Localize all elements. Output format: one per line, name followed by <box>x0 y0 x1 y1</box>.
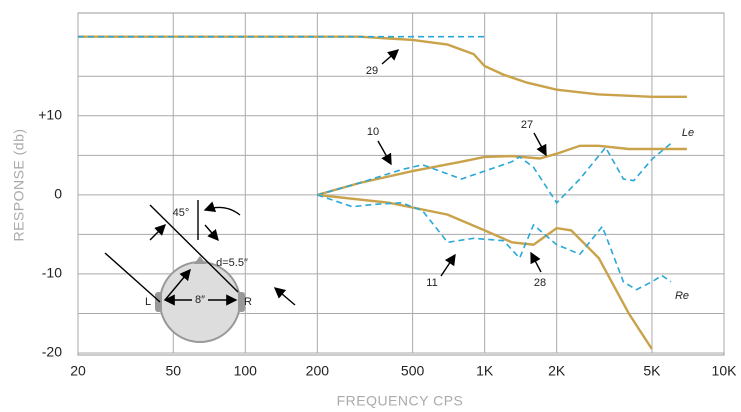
x-tick-label: 2K <box>548 363 566 379</box>
arrow <box>150 225 165 240</box>
x-tick-label: 10K <box>712 363 738 379</box>
x-tick-label: 50 <box>165 363 181 379</box>
x-tick-label: 500 <box>401 363 425 379</box>
arrow <box>531 253 541 272</box>
y-tick-label: -10 <box>42 265 62 281</box>
series-line <box>317 144 671 203</box>
arrow <box>378 141 391 164</box>
annotation: 11 <box>426 277 437 289</box>
chart: RESPONSE (db) FREQUENCY CPS -20 -10 0 +10 20… <box>0 0 741 412</box>
arrow <box>441 255 455 276</box>
x-tick-label: 100 <box>234 363 258 379</box>
ear <box>155 292 162 312</box>
x-tick-label: 5K <box>643 363 661 379</box>
annotation: 29 <box>366 65 378 77</box>
series-line <box>317 146 687 195</box>
y-tick-label: -20 <box>42 344 62 360</box>
head-diagram <box>105 200 295 342</box>
x-axis-title: FREQUENCY CPS <box>337 393 464 409</box>
nose <box>194 256 206 264</box>
y-tick-label: +10 <box>38 106 62 122</box>
y-tick-label: 0 <box>54 186 62 202</box>
x-tick-label: 1K <box>476 363 494 379</box>
annotation: 28 <box>534 277 546 289</box>
series-line <box>317 195 671 290</box>
wavefront <box>105 253 160 302</box>
x-tick-label: 20 <box>70 363 86 379</box>
diagram-label: 8″ <box>195 294 205 306</box>
y-axis-title: RESPONSE (db) <box>11 128 27 241</box>
annotation: 27 <box>521 119 533 131</box>
series-line <box>78 37 687 97</box>
angle-arrow <box>205 207 240 215</box>
arrow <box>382 50 398 64</box>
annotation: Re <box>675 290 689 302</box>
diagram-label: R <box>244 296 252 308</box>
diagram-label: L <box>145 296 151 308</box>
arrow <box>275 288 295 305</box>
annotation: 10 <box>367 126 379 138</box>
x-tick-label: 200 <box>306 363 330 379</box>
diagram-label: d=5.5″ <box>216 257 248 269</box>
arrow <box>534 133 546 155</box>
page: RESPONSE (db) FREQUENCY CPS -20 -10 0 +10 20… <box>0 0 741 412</box>
arrow <box>205 225 218 240</box>
diagram-label: 45° <box>173 207 190 219</box>
annotation: Le <box>682 127 694 139</box>
